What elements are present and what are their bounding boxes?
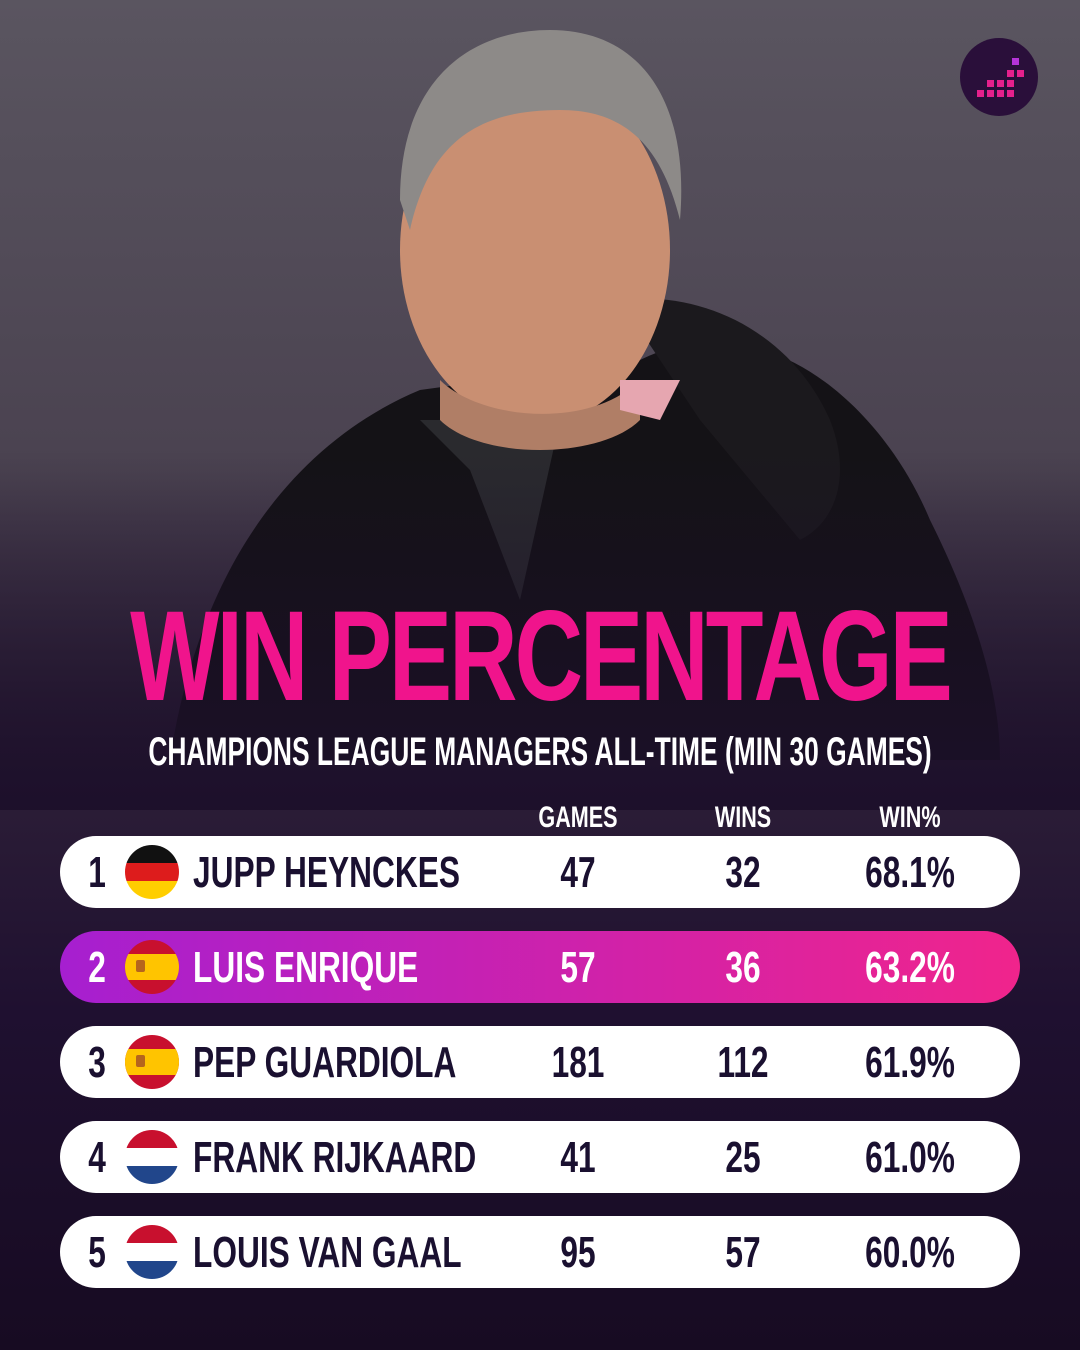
column-header: WINS — [715, 799, 771, 833]
stat-cell: 68.1% — [865, 848, 955, 897]
table-row: 3 PEP GUARDIOLA 181 112 61.9% — [60, 1026, 1020, 1098]
stat-cell: 61.9% — [865, 1038, 955, 1087]
stat-cell: 60.0% — [865, 1228, 955, 1277]
manager-name: LUIS ENRIQUE — [193, 943, 418, 992]
stat-cell: 32 — [725, 848, 760, 897]
rank: 4 — [88, 1133, 106, 1182]
row-background — [60, 1121, 1020, 1193]
manager-name: PEP GUARDIOLA — [193, 1038, 456, 1087]
manager-name: FRANK RIJKAARD — [193, 1133, 476, 1182]
manager-name: JUPP HEYNCKES — [193, 848, 460, 897]
stat-cell: 61.0% — [865, 1133, 955, 1182]
stat-cell: 112 — [717, 1038, 768, 1087]
flag — [125, 1225, 179, 1279]
stat-cell: 63.2% — [865, 943, 955, 992]
row-background — [60, 836, 1020, 908]
stat-cell: 47 — [560, 848, 595, 897]
stat-cell: 36 — [725, 943, 760, 992]
column-header: GAMES — [538, 799, 617, 833]
table-row: 4 FRANK RIJKAARD 41 25 61.0% — [60, 1121, 1020, 1193]
flag — [125, 1130, 179, 1184]
flag — [125, 940, 179, 994]
manager-name: LOUIS VAN GAAL — [193, 1228, 462, 1277]
row-background — [60, 1026, 1020, 1098]
stat-cell: 25 — [725, 1133, 760, 1182]
rank: 1 — [88, 848, 106, 897]
table-row: 1 JUPP HEYNCKES 47 32 68.1% — [60, 836, 1020, 908]
stat-cell: 181 — [552, 1038, 605, 1087]
subtitle: CHAMPIONS LEAGUE MANAGERS ALL-TIME (MIN … — [148, 730, 931, 775]
rank: 5 — [88, 1228, 106, 1277]
logo — [960, 38, 1038, 116]
row-background — [60, 1216, 1020, 1288]
flag — [125, 845, 179, 899]
rank: 3 — [88, 1038, 106, 1087]
row-background — [60, 931, 1020, 1003]
stat-cell: 95 — [560, 1228, 595, 1277]
stat-cell: 57 — [560, 943, 595, 992]
table-row: 5 LOUIS VAN GAAL 95 57 60.0% — [60, 1216, 1020, 1288]
flag — [125, 1035, 179, 1089]
stat-cell: 41 — [560, 1133, 595, 1182]
stat-cell: 57 — [725, 1228, 760, 1277]
table: GAMES WINS WIN% 1 JUPP HEYNCKES 47 32 68.1% 2 LUI… — [60, 799, 1020, 1288]
photo-fade — [0, 450, 1080, 810]
column-header: WIN% — [879, 799, 940, 833]
table-row: 2 LUIS ENRIQUE 57 36 63.2% — [60, 931, 1020, 1003]
rank: 2 — [88, 943, 106, 992]
title: WIN PERCENTAGE — [130, 584, 950, 727]
